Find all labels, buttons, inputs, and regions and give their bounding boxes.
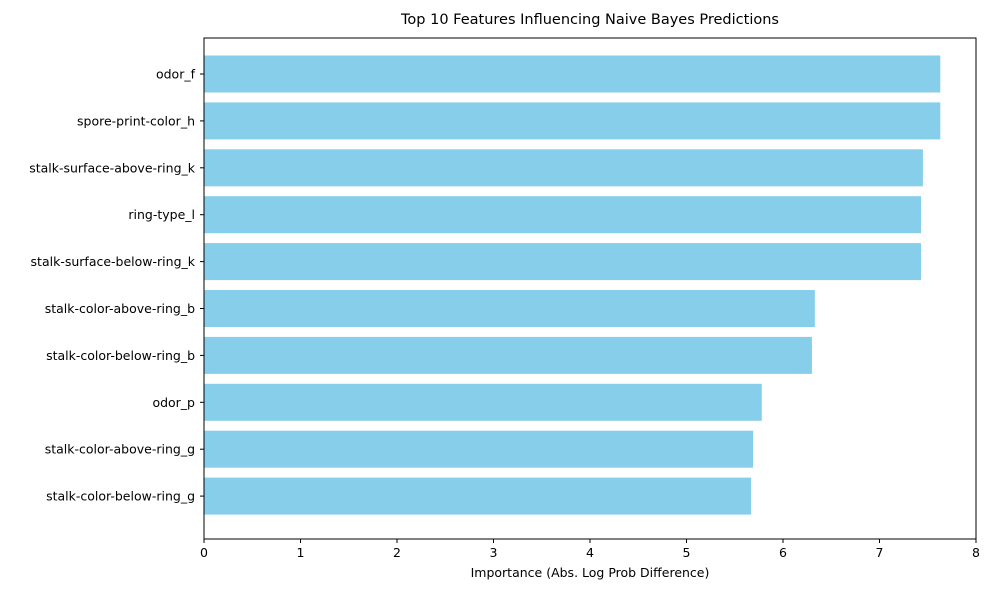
bar-odor_p	[204, 383, 762, 421]
y-tick-label: stalk-surface-below-ring_k	[31, 254, 196, 269]
y-tick-label: stalk-color-below-ring_b	[46, 348, 195, 363]
bars-group	[204, 55, 941, 515]
chart-title: Top 10 Features Influencing Naive Bayes …	[400, 12, 779, 28]
bar-stalk-color-below-ring_g	[204, 477, 752, 515]
y-tick-label: odor_p	[152, 395, 195, 410]
y-tick-label: spore-print-color_h	[77, 113, 195, 128]
x-tick-label: 3	[490, 545, 498, 560]
x-tick-label: 8	[972, 545, 980, 560]
y-axis-ticks: odor_f spore-print-color_h stalk-surface-a…	[29, 67, 204, 504]
y-tick-label: stalk-color-below-ring_g	[46, 489, 195, 504]
plot-frame	[203, 37, 977, 540]
x-tick-label: 0	[200, 545, 208, 560]
bar-stalk-surface-above-ring_k	[204, 149, 923, 187]
y-tick-label: odor_f	[156, 67, 196, 82]
bar-ring-type_l	[204, 196, 921, 234]
bar-stalk-color-below-ring_b	[204, 336, 812, 374]
y-tick-label: ring-type_l	[128, 207, 195, 222]
y-tick-label: stalk-color-above-ring_b	[45, 301, 195, 316]
x-tick-label: 2	[393, 545, 401, 560]
bar-stalk-surface-below-ring_k	[204, 243, 921, 281]
x-tick-label: 7	[876, 545, 884, 560]
x-tick-label: 1	[297, 545, 305, 560]
x-tick-label: 6	[779, 545, 787, 560]
x-axis-ticks: 0 1 2 3 4 5 6 7 8	[200, 539, 980, 560]
x-axis-label: Importance (Abs. Log Prob Difference)	[471, 565, 710, 580]
bar-stalk-color-above-ring_g	[204, 430, 754, 468]
y-tick-label: stalk-surface-above-ring_k	[29, 160, 196, 175]
x-tick-label: 4	[586, 545, 594, 560]
bar-stalk-color-above-ring_b	[204, 290, 815, 327]
y-tick-label: stalk-color-above-ring_g	[45, 442, 195, 457]
bar-spore-print-color_h	[204, 102, 941, 140]
x-tick-label: 5	[683, 545, 691, 560]
bar-odor_f	[204, 55, 941, 93]
